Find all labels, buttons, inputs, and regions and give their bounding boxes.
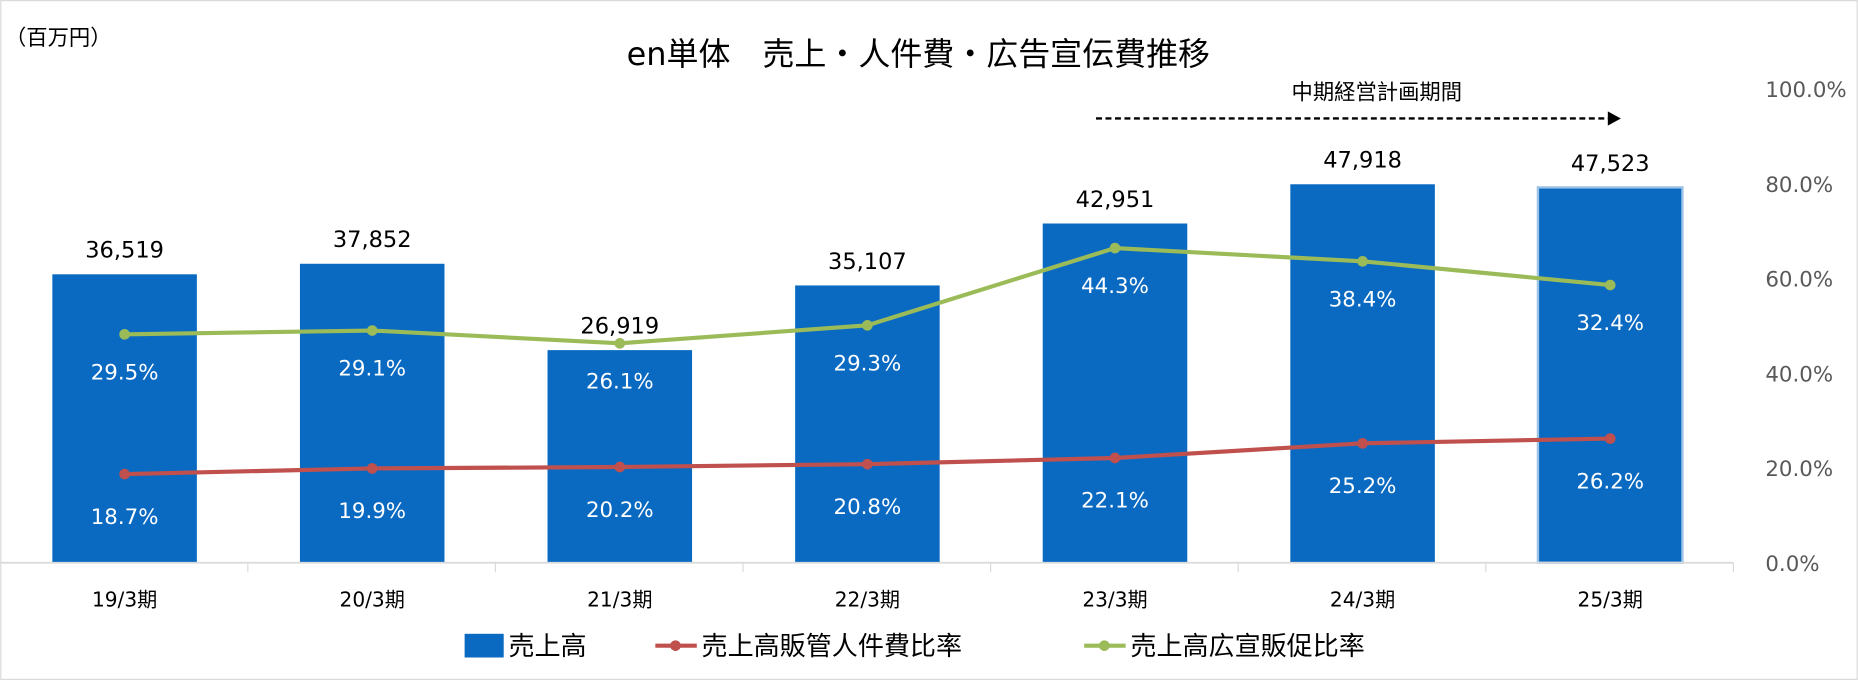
right-y-tick-label: 80.0% <box>1765 173 1833 198</box>
data-labels: 36,519 37,852 26,919 35,107 42,951 47,918 47,5… <box>85 148 1649 530</box>
right-y-tick-label: 100.0% <box>1765 78 1846 103</box>
chart-title: en単体 売上・人件費・広告宣伝費推移 <box>627 35 1210 73</box>
advert-ratio-point <box>366 325 378 336</box>
personnel-ratio-point <box>862 458 873 470</box>
arrow-head-icon <box>1607 111 1621 126</box>
bar-value-label: 42,951 <box>1076 187 1155 213</box>
advert-ratio-point <box>1604 279 1616 291</box>
personnel-ratio-label: 19.9% <box>338 499 406 524</box>
advert-ratio-label: 38.4% <box>1329 287 1397 312</box>
advert-ratio-label: 32.4% <box>1576 311 1644 336</box>
plan-period-annotation: 中期経営計画期間 <box>1292 81 1463 106</box>
x-tick-label: 22/3期 <box>835 588 900 612</box>
personnel-ratio-point <box>119 468 130 480</box>
bar-value-label: 47,523 <box>1571 151 1650 177</box>
x-tick-label: 19/3期 <box>92 588 157 612</box>
legend-marker-personnel <box>670 640 681 651</box>
advert-ratio-label: 29.1% <box>338 357 406 382</box>
lines <box>119 242 1616 480</box>
bar-sales <box>547 350 693 563</box>
legend-swatch-sales <box>464 633 504 658</box>
bar-value-label: 26,919 <box>580 314 659 340</box>
personnel-ratio-point <box>1109 452 1121 464</box>
advert-ratio-label: 29.3% <box>834 351 902 376</box>
advert-ratio-point <box>862 319 873 331</box>
bar-sales <box>52 274 197 563</box>
advert-ratio-point <box>1357 256 1368 267</box>
personnel-ratio-label: 25.2% <box>1329 474 1397 499</box>
bar-sales <box>1290 184 1435 563</box>
advert-ratio-label: 26.1% <box>586 369 654 394</box>
bar-value-label: 37,852 <box>333 227 412 253</box>
personnel-ratio-point <box>366 463 378 474</box>
legend-marker-advert <box>1099 640 1110 651</box>
legend: 売上高 売上高販管人件費比率 売上高広宣販促比率 <box>464 632 1365 662</box>
right-y-tick-label: 20.0% <box>1765 457 1833 482</box>
legend-label-sales: 売上高 <box>508 632 586 662</box>
advert-ratio-label: 44.3% <box>1081 274 1149 299</box>
bar-value-label: 35,107 <box>828 249 907 275</box>
legend-label-personnel: 売上高販管人件費比率 <box>702 632 962 662</box>
advert-ratio-point <box>614 337 626 349</box>
bar-sales <box>1042 223 1188 563</box>
unit-label: （百万円） <box>5 26 112 51</box>
x-tick-label: 21/3期 <box>587 588 652 612</box>
bar-value-label: 47,918 <box>1323 148 1402 174</box>
personnel-ratio-label: 20.8% <box>834 495 902 520</box>
personnel-ratio-point <box>1604 433 1616 444</box>
right-y-tick-label: 40.0% <box>1765 362 1833 387</box>
personnel-ratio-point <box>1357 437 1368 449</box>
axes: 19/3期 20/3期 21/3期 22/3期 23/3期 24/3期 25/3期 0.0% 2… <box>0 78 1847 612</box>
bar-value-label: 36,519 <box>85 238 164 264</box>
right-y-tick-label: 60.0% <box>1765 268 1833 293</box>
personnel-ratio-point <box>614 461 626 473</box>
x-tick-label: 20/3期 <box>340 588 405 612</box>
bar-sales <box>299 263 445 563</box>
x-tick-label: 23/3期 <box>1082 588 1147 612</box>
right-y-tick-label: 0.0% <box>1765 552 1819 577</box>
advert-ratio-label: 29.5% <box>91 360 159 385</box>
advert-ratio-point <box>1109 242 1121 254</box>
x-tick-label: 24/3期 <box>1330 588 1395 612</box>
bar-sales <box>795 285 940 563</box>
personnel-ratio-label: 22.1% <box>1081 489 1149 514</box>
advert-ratio-point <box>119 328 130 340</box>
bars <box>52 184 1684 564</box>
legend-label-advert: 売上高広宣販促比率 <box>1130 632 1364 662</box>
bar-sales <box>1536 186 1684 564</box>
x-tick-label: 25/3期 <box>1578 588 1643 612</box>
personnel-ratio-label: 26.2% <box>1576 469 1644 494</box>
personnel-ratio-label: 20.2% <box>586 498 654 523</box>
personnel-ratio-label: 18.7% <box>91 505 159 530</box>
